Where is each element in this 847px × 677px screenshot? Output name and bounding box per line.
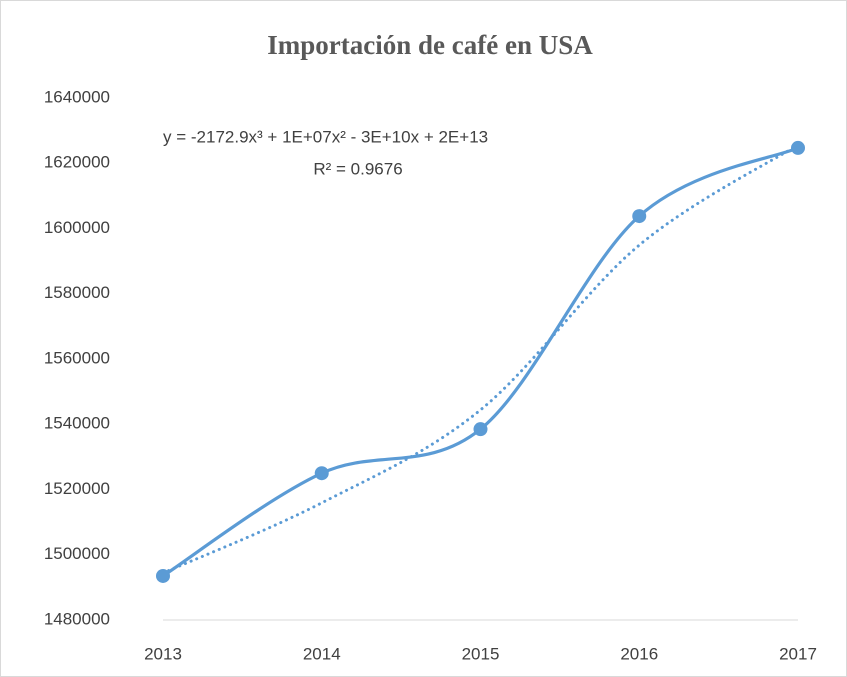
x-tick-label: 2015 [462, 644, 500, 663]
trendline-equation: y = -2172.9x³ + 1E+07x² - 3E+10x + 2E+13 [163, 127, 488, 146]
y-tick-label: 1580000 [44, 283, 110, 302]
y-tick-label: 1540000 [44, 414, 110, 433]
trendline-r-squared: R² = 0.9676 [313, 159, 402, 178]
point-marker [791, 140, 805, 155]
x-tick-label: 2014 [303, 644, 341, 663]
point-marker [156, 568, 170, 583]
y-tick-label: 1560000 [44, 348, 110, 367]
y-tick-label: 1480000 [44, 609, 110, 628]
point-marker [632, 209, 647, 224]
chart-title: Importación de café en USA [267, 30, 593, 60]
y-tick-label: 1520000 [44, 479, 110, 498]
x-tick-label: 2017 [779, 644, 817, 663]
y-tick-label: 1620000 [44, 153, 110, 172]
y-tick-label: 1600000 [44, 218, 110, 237]
y-tick-label: 1500000 [44, 544, 110, 563]
y-tick-label: 1640000 [44, 87, 110, 106]
point-marker [473, 422, 488, 437]
x-tick-label: 2013 [144, 644, 182, 663]
point-marker [314, 466, 329, 481]
x-tick-label: 2016 [620, 644, 658, 663]
